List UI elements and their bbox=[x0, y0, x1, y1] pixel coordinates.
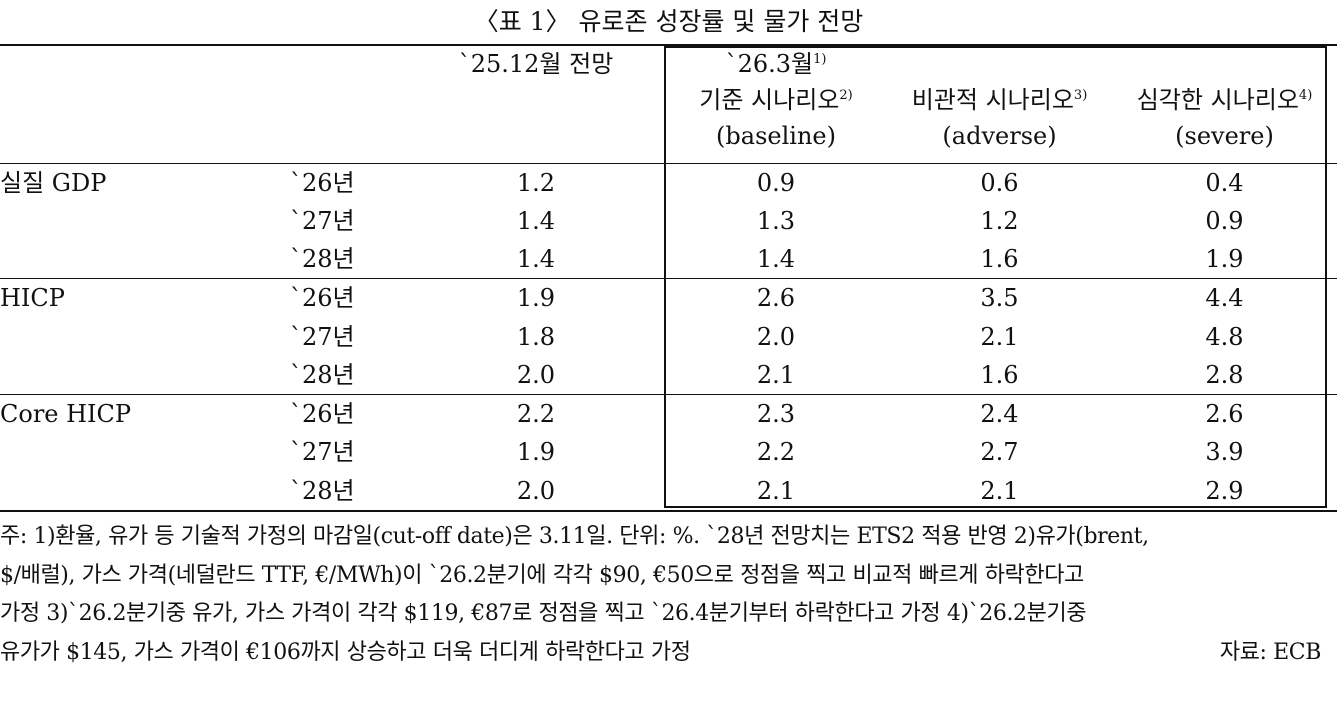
adverse-cell: 0.6 bbox=[980, 168, 1019, 197]
dec-forecast-cell: 1.9 bbox=[516, 438, 556, 467]
group-label-empty bbox=[0, 433, 290, 472]
footnote-marker-4: 4) bbox=[1298, 88, 1313, 103]
dec-forecast-cell: 2.2 bbox=[516, 400, 556, 429]
adverse-cell: 2.1 bbox=[980, 322, 1019, 351]
adverse-cell: 2.4 bbox=[980, 400, 1019, 429]
table-title: 〈표 1〉 유로존 성장률 및 물가 전망 bbox=[473, 7, 864, 36]
group-label-empty bbox=[0, 471, 290, 512]
adverse-cell: 2.1 bbox=[887, 471, 1112, 512]
header-mar-forecast-label: `26.3월 bbox=[725, 50, 814, 78]
severe-cell: 4.8 bbox=[1205, 322, 1244, 351]
group-label: HICP bbox=[0, 284, 65, 313]
footnote-marker-2: 2) bbox=[839, 88, 853, 103]
year-cell: `27년 bbox=[290, 206, 355, 235]
baseline-cell: 1.4 bbox=[665, 240, 887, 280]
header-mar-forecast: `26.3월1) bbox=[665, 46, 887, 82]
header-severe-en: (severe) bbox=[1175, 122, 1274, 150]
group-label: 실질 GDP bbox=[0, 168, 107, 197]
header-severe: 심각한 시나리오4) (severe) bbox=[1112, 44, 1337, 164]
table-row: Core HICP `26년 2.2 2.3 2.4 2.6 bbox=[0, 395, 1337, 434]
header-baseline-en: (baseline) bbox=[716, 122, 836, 150]
footnote-line: 가정 3)`26.2분기중 유가, 가스 가격이 각각 $119, €87로 정… bbox=[0, 601, 1087, 626]
header-adverse-en: (adverse) bbox=[942, 122, 1057, 150]
header-row: `25.12월 전망 `26.3월1) 기준 시나리오2) (baseline)… bbox=[0, 44, 1337, 164]
table-row: `28년 1.4 1.4 1.6 1.9 bbox=[0, 240, 1337, 280]
header-dec-forecast: `25.12월 전망 bbox=[407, 44, 665, 164]
adverse-cell: 3.5 bbox=[980, 284, 1019, 313]
severe-cell: 0.4 bbox=[1205, 168, 1244, 197]
source-note: 자료: ECB bbox=[1219, 639, 1322, 665]
adverse-cell: 2.7 bbox=[980, 438, 1019, 467]
table-row: 실질 GDP `26년 1.2 0.9 0.6 0.4 bbox=[0, 163, 1337, 202]
adverse-cell: 1.6 bbox=[887, 240, 1112, 280]
year-cell: `27년 bbox=[290, 438, 355, 467]
baseline-cell: 0.9 bbox=[756, 168, 796, 197]
header-baseline-ko: 기준 시나리오2) bbox=[665, 82, 887, 118]
footnote-text: 유가가 $145, 가스 가격이 €106까지 상승하고 더욱 더디게 하락한다… bbox=[0, 639, 691, 665]
dec-forecast-cell: 2.0 bbox=[407, 355, 665, 396]
dec-forecast-cell: 1.4 bbox=[516, 206, 556, 235]
footnote-marker-3: 3) bbox=[1073, 88, 1088, 103]
severe-cell: 2.6 bbox=[1205, 400, 1244, 429]
group-label-empty bbox=[0, 317, 290, 356]
table-row: `27년 1.8 2.0 2.1 4.8 bbox=[0, 317, 1337, 356]
table-row: HICP `26년 1.9 2.6 3.5 4.4 bbox=[0, 279, 1337, 318]
header-dec-forecast-label: `25.12월 전망 bbox=[458, 50, 614, 78]
header-severe-ko-label: 심각한 시나리오 bbox=[1136, 86, 1299, 114]
severe-cell: 2.8 bbox=[1112, 355, 1337, 396]
baseline-cell: 2.0 bbox=[756, 322, 796, 351]
table-row: `27년 1.4 1.3 1.2 0.9 bbox=[0, 202, 1337, 241]
severe-cell: 1.9 bbox=[1112, 240, 1337, 280]
header-severe-ko: 심각한 시나리오4) bbox=[1112, 82, 1337, 118]
year-cell: `27년 bbox=[290, 322, 355, 351]
footnote-line-last: 유가가 $145, 가스 가격이 €106까지 상승하고 더욱 더디게 하락한다… bbox=[0, 634, 1337, 673]
baseline-cell: 2.3 bbox=[756, 400, 796, 429]
group-label-empty bbox=[0, 355, 290, 396]
header-adverse: 비관적 시나리오3) (adverse) bbox=[887, 44, 1112, 164]
adverse-cell: 1.6 bbox=[887, 355, 1112, 396]
footnote-line: 주: 1)환율, 유가 등 기술적 가정의 마감일(cut-off date)은… bbox=[0, 524, 1149, 549]
year-cell: `26년 bbox=[290, 284, 355, 313]
year-cell: `28년 bbox=[290, 471, 407, 512]
header-baseline: `26.3월1) 기준 시나리오2) (baseline) bbox=[665, 44, 887, 164]
table-row: `27년 1.9 2.2 2.7 3.9 bbox=[0, 433, 1337, 472]
baseline-cell: 2.1 bbox=[665, 355, 887, 396]
year-cell: `26년 bbox=[290, 400, 355, 429]
table-row: `28년 2.0 2.1 1.6 2.8 bbox=[0, 355, 1337, 396]
table-row: `28년 2.0 2.1 2.1 2.9 bbox=[0, 471, 1337, 512]
dec-forecast-cell: 1.8 bbox=[516, 322, 556, 351]
adverse-cell: 1.2 bbox=[980, 206, 1019, 235]
footnote-line: $/배럴), 가스 가격(네덜란드 TTF, €/MWh)이 `26.2분기에 … bbox=[0, 562, 1084, 588]
header-adverse-ko-label: 비관적 시나리오 bbox=[911, 86, 1074, 114]
severe-cell: 0.9 bbox=[1205, 206, 1244, 235]
forecast-table: `25.12월 전망 `26.3월1) 기준 시나리오2) (baseline)… bbox=[0, 44, 1337, 512]
year-cell: `26년 bbox=[290, 168, 355, 197]
baseline-cell: 1.3 bbox=[756, 206, 796, 235]
footnotes: 주: 1)환율, 유가 등 기술적 가정의 마감일(cut-off date)은… bbox=[0, 518, 1337, 672]
dec-forecast-cell: 2.0 bbox=[407, 471, 665, 512]
dec-forecast-cell: 1.2 bbox=[516, 168, 556, 197]
header-baseline-ko-label: 기준 시나리오 bbox=[699, 86, 840, 114]
header-adverse-ko: 비관적 시나리오3) bbox=[887, 82, 1112, 118]
severe-cell: 2.9 bbox=[1112, 471, 1337, 512]
group-label: Core HICP bbox=[0, 400, 132, 429]
baseline-cell: 2.6 bbox=[756, 284, 796, 313]
group-label-empty bbox=[0, 202, 290, 241]
group-label-empty bbox=[0, 240, 290, 280]
baseline-cell: 2.2 bbox=[756, 438, 796, 467]
severe-cell: 4.4 bbox=[1205, 284, 1244, 313]
header-blank-cell bbox=[0, 44, 407, 164]
footnote-marker-1: 1) bbox=[813, 52, 827, 67]
year-cell: `28년 bbox=[290, 240, 407, 280]
dec-forecast-cell: 1.9 bbox=[516, 284, 556, 313]
baseline-cell: 2.1 bbox=[665, 471, 887, 512]
dec-forecast-cell: 1.4 bbox=[407, 240, 665, 280]
year-cell: `28년 bbox=[290, 355, 407, 396]
severe-cell: 3.9 bbox=[1205, 438, 1244, 467]
